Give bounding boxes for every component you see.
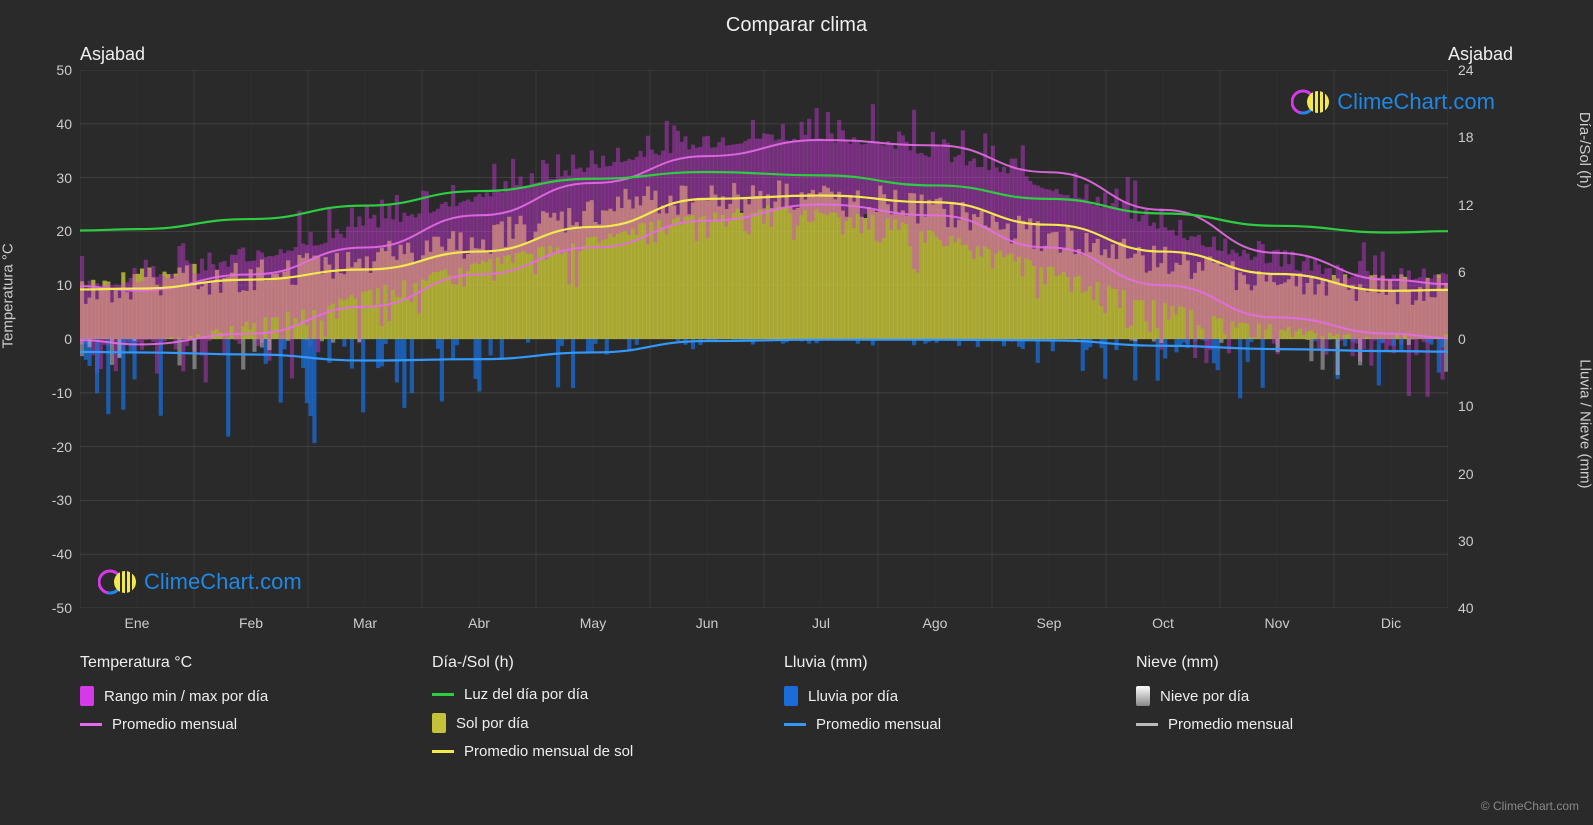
legend-col-snow: Nieve (mm) Nieve por día Promedio mensua… xyxy=(1136,654,1448,770)
legend-label: Promedio mensual de sol xyxy=(464,743,633,760)
x-axis: EneFebMarAbrMayJunJulAgoSepOctNovDic xyxy=(80,615,1448,639)
rain-avg-line xyxy=(784,723,806,726)
watermark-bottom: ClimeChart.com xyxy=(98,568,302,596)
legend-item-daylight: Luz del día por día xyxy=(432,686,744,703)
temp-range-swatch xyxy=(80,686,94,706)
snow-swatch xyxy=(1136,686,1150,706)
legend-item-rain-avg: Promedio mensual xyxy=(784,716,1096,733)
legend-item-sun: Sol por día xyxy=(432,713,744,733)
legend-item-snow-avg: Promedio mensual xyxy=(1136,716,1448,733)
legend-header: Lluvia (mm) xyxy=(784,654,1096,672)
legend-item-snow: Nieve por día xyxy=(1136,686,1448,706)
y-axis-label-right-top: Día-/Sol (h) xyxy=(1577,112,1593,189)
legend-item-sun-avg: Promedio mensual de sol xyxy=(432,743,744,760)
legend-item-rain: Lluvia por día xyxy=(784,686,1096,706)
legend-header: Temperatura °C xyxy=(80,654,392,672)
legend-item-temp-avg: Promedio mensual xyxy=(80,716,392,733)
temp-avg-line xyxy=(80,723,102,726)
legend-label: Promedio mensual xyxy=(816,716,941,733)
legend-label: Lluvia por día xyxy=(808,688,898,705)
legend-label: Rango min / max por día xyxy=(104,688,268,705)
legend-header: Día-/Sol (h) xyxy=(432,654,744,672)
legend-col-sun: Día-/Sol (h) Luz del día por día Sol por… xyxy=(432,654,744,770)
legend-label: Promedio mensual xyxy=(1168,716,1293,733)
daylight-line xyxy=(432,693,454,696)
snow-avg-line xyxy=(1136,723,1158,726)
legend-label: Nieve por día xyxy=(1160,688,1249,705)
sun-avg-line xyxy=(432,750,454,753)
legend: Temperatura °C Rango min / max por día P… xyxy=(80,654,1448,770)
legend-label: Luz del día por día xyxy=(464,686,588,703)
legend-col-temp: Temperatura °C Rango min / max por día P… xyxy=(80,654,392,770)
legend-header: Nieve (mm) xyxy=(1136,654,1448,672)
legend-item-temp-range: Rango min / max por día xyxy=(80,686,392,706)
legend-col-rain: Lluvia (mm) Lluvia por día Promedio mens… xyxy=(784,654,1096,770)
sun-swatch xyxy=(432,713,446,733)
y-axis-label-left: Temperatura °C xyxy=(0,243,17,348)
legend-label: Promedio mensual xyxy=(112,716,237,733)
location-left: Asjabad xyxy=(80,44,145,65)
legend-label: Sol por día xyxy=(456,715,529,732)
climate-chart xyxy=(80,70,1448,608)
chart-title: Comparar clima xyxy=(0,0,1593,37)
rain-swatch xyxy=(784,686,798,706)
watermark-top: ClimeChart.com xyxy=(1291,88,1495,116)
y-axis-label-right-bottom: Lluvia / Nieve (mm) xyxy=(1577,359,1593,488)
copyright: © ClimeChart.com xyxy=(1481,799,1579,813)
